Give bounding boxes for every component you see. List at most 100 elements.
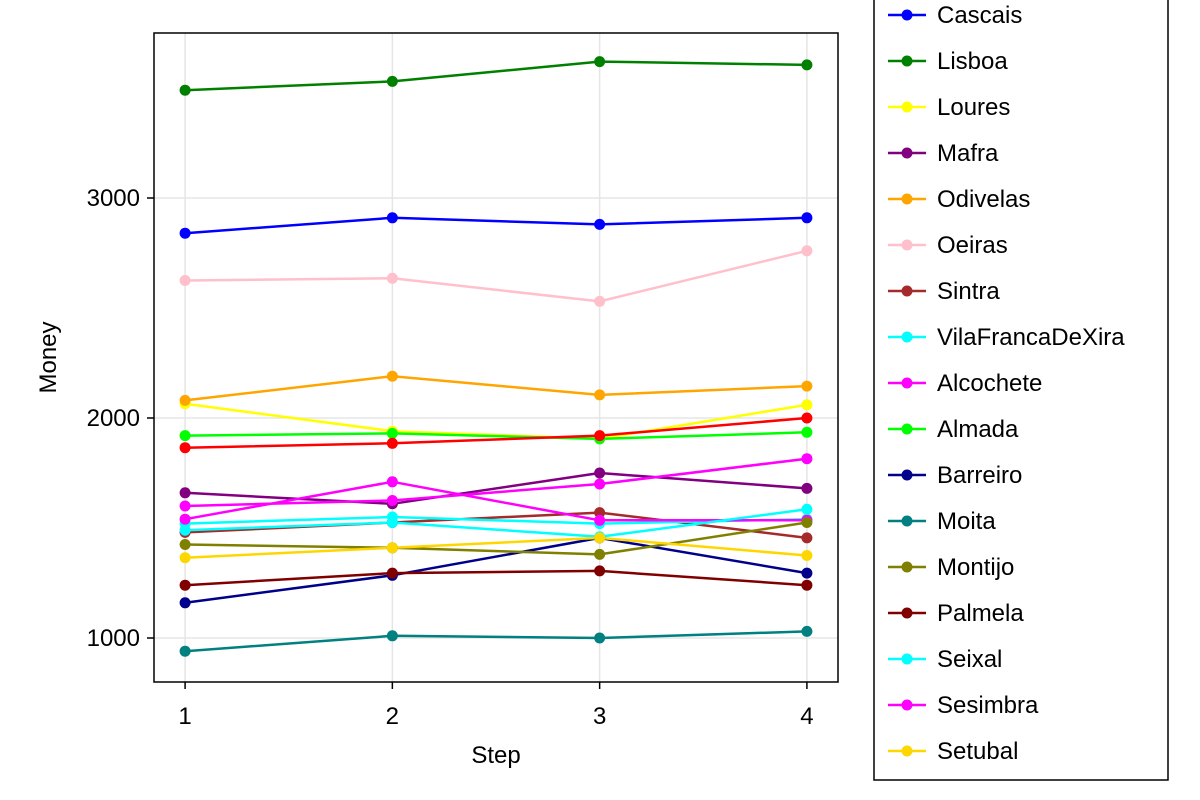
- series-line: [185, 569, 807, 587]
- legend-item: Odivelas: [888, 186, 1030, 213]
- legend-label: Mafra: [937, 140, 999, 167]
- legend-label: Sesimbra: [937, 692, 1039, 719]
- data-point: [801, 245, 813, 257]
- legend-item: Mafra: [888, 140, 999, 167]
- data-point: [594, 565, 606, 577]
- legend-marker: [901, 515, 913, 527]
- data-point: [386, 75, 398, 87]
- data-point: [179, 394, 191, 406]
- data-point: [801, 482, 813, 494]
- legend-marker: [901, 101, 913, 113]
- legend-marker: [901, 653, 913, 665]
- legend-label: Setubal: [937, 738, 1018, 765]
- data-point: [594, 56, 606, 68]
- legend-marker: [901, 55, 913, 67]
- legend-item: VilaFrancaDeXira: [888, 324, 1125, 351]
- legend-item: Sintra: [888, 278, 1000, 305]
- data-point: [386, 567, 398, 579]
- data-point: [386, 437, 398, 449]
- axis-ticks: 1 2 3 4 1000 2000 3000: [87, 185, 814, 730]
- x-axis-label: Step: [471, 742, 520, 769]
- legend-item: Seixal: [888, 646, 1002, 673]
- legend-marker: [901, 239, 913, 251]
- data-point: [179, 275, 191, 286]
- legend-items: Cascais Lisboa Loures Mafra Odivelas Oeiras Si…: [888, 2, 1125, 765]
- legend-label: Oeiras: [937, 232, 1008, 259]
- data-point: [179, 84, 191, 96]
- series-line: [185, 471, 807, 506]
- data-point: [179, 442, 191, 454]
- series-line: [184, 536, 808, 605]
- data-point: [386, 427, 398, 439]
- data-point: [179, 539, 191, 550]
- data-point: [179, 227, 191, 239]
- legend-marker: [901, 193, 913, 205]
- data-point: [179, 513, 191, 525]
- data-point: [386, 542, 398, 554]
- data-point: [801, 412, 813, 424]
- series-line: [185, 431, 807, 441]
- series-lines: [184, 60, 808, 653]
- data-point: [594, 430, 606, 442]
- data-point: [801, 550, 813, 561]
- data-point: [801, 453, 813, 465]
- data-point: [386, 272, 398, 284]
- legend-item: Lisboa: [888, 48, 1008, 75]
- legend-marker: [901, 469, 913, 481]
- data-point: [801, 426, 813, 438]
- data-point: [801, 517, 813, 528]
- data-point: [801, 212, 813, 224]
- y-axis-label: Money: [35, 321, 62, 393]
- x-tick-label: 2: [386, 703, 399, 730]
- series-line: [185, 457, 808, 508]
- series-line: [185, 216, 807, 235]
- legend-label: Seixal: [937, 646, 1002, 673]
- legend-marker: [901, 423, 913, 435]
- legend-marker: [901, 699, 913, 711]
- legend-item: Alcochete: [888, 370, 1042, 397]
- legend-label: Barreiro: [937, 462, 1022, 489]
- grid: [154, 33, 838, 682]
- y-tick-label: 3000: [87, 185, 140, 212]
- data-point: [179, 524, 191, 536]
- series-points: [179, 56, 813, 657]
- legend-label: Almada: [937, 416, 1019, 443]
- legend-item: Barreiro: [888, 462, 1022, 489]
- legend-item: Almada: [888, 416, 1019, 443]
- data-point: [594, 507, 606, 519]
- data-point: [386, 212, 398, 224]
- data-point: [801, 59, 813, 71]
- data-point: [594, 389, 606, 401]
- series-line: [185, 630, 807, 653]
- legend-label: Lisboa: [937, 48, 1008, 75]
- legend-label: Odivelas: [937, 186, 1030, 213]
- legend-label: Palmela: [937, 600, 1024, 627]
- data-point: [594, 632, 606, 644]
- data-point: [801, 399, 813, 411]
- legend-marker: [901, 285, 913, 297]
- legend: Cascais Lisboa Loures Mafra Odivelas Oeiras Si…: [873, 0, 1169, 781]
- data-point: [179, 597, 191, 609]
- data-point: [179, 645, 191, 657]
- data-point: [386, 476, 398, 488]
- legend-marker: [901, 331, 913, 343]
- data-point: [801, 380, 813, 392]
- series-line: [185, 508, 808, 539]
- legend-item: Oeiras: [888, 232, 1008, 259]
- legend-box: [873, 0, 1169, 781]
- legend-marker: [901, 607, 913, 619]
- x-tick-label: 4: [800, 703, 813, 730]
- legend-label: Moita: [937, 508, 996, 535]
- series-line: [185, 536, 808, 559]
- data-point: [594, 478, 606, 490]
- data-point: [179, 579, 191, 591]
- series-line: [185, 521, 808, 556]
- series-line: [184, 480, 807, 522]
- legend-item: Cascais: [888, 2, 1022, 29]
- legend-item: Loures: [888, 94, 1010, 121]
- legend-item: Montijo: [888, 554, 1014, 581]
- legend-label: VilaFrancaDeXira: [937, 324, 1125, 351]
- data-point: [594, 548, 606, 560]
- legend-marker: [901, 745, 913, 757]
